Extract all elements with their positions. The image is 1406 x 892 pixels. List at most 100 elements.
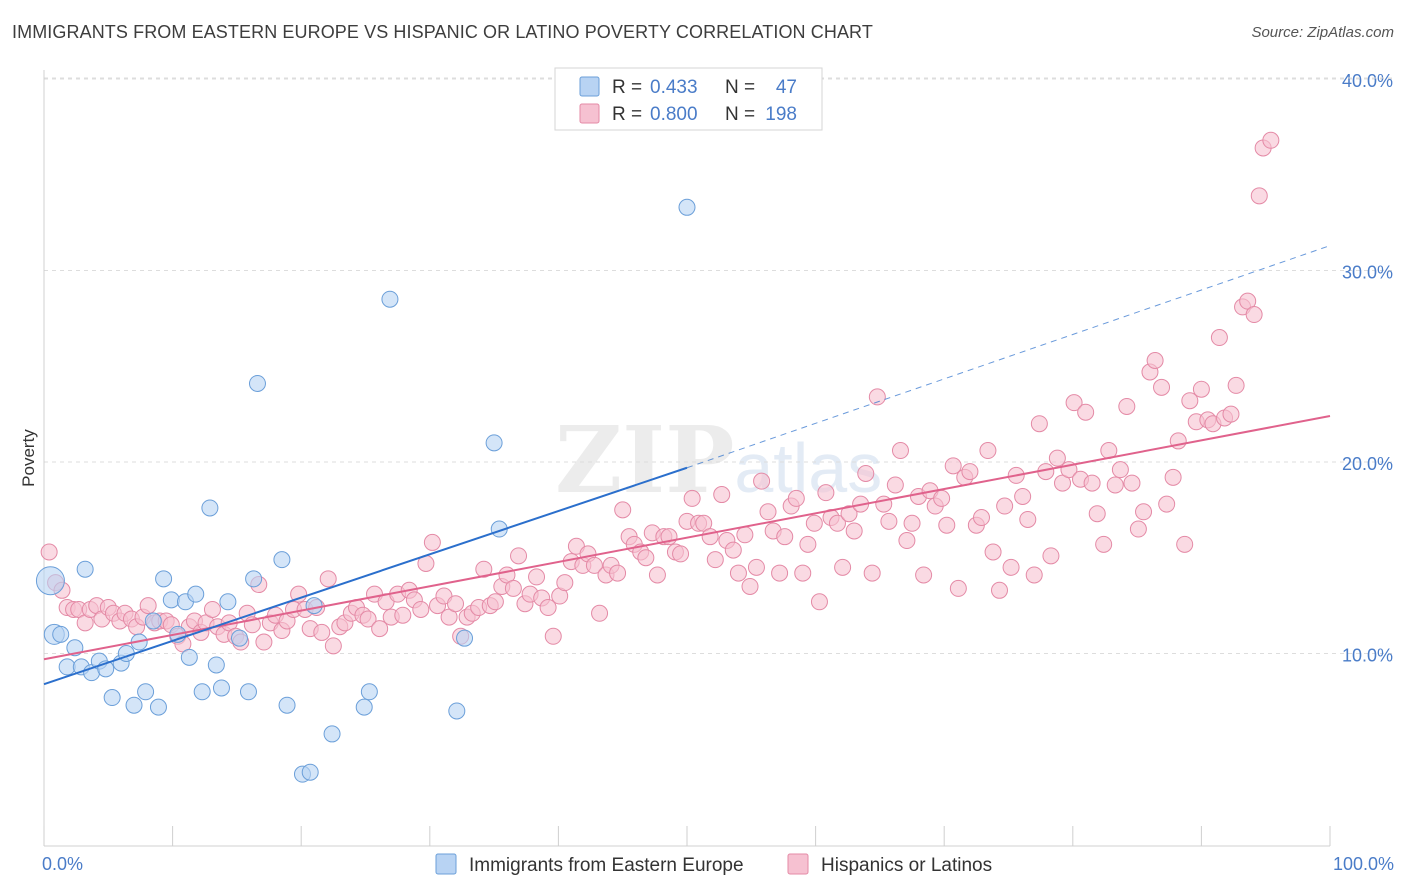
- hispanic-point: [990, 581, 1008, 599]
- hispanic-point: [1164, 468, 1182, 486]
- hispanic-point: [863, 564, 881, 582]
- hispanic-point: [1192, 380, 1210, 398]
- hispanic-point: [255, 633, 273, 651]
- hispanic-point: [544, 627, 562, 645]
- hispanic-point: [683, 489, 701, 507]
- hispanic-point: [984, 543, 1002, 561]
- hispanic-point: [637, 549, 655, 567]
- hispanic-point: [1025, 566, 1043, 584]
- hispanic-point: [486, 593, 504, 611]
- hispanic-point: [447, 595, 465, 613]
- hispanic-point: [886, 476, 904, 494]
- eastern-europe-point: [155, 570, 173, 588]
- hispanic-point: [701, 528, 719, 546]
- hispanic-point: [614, 501, 632, 519]
- legend-r-value: 0.433: [650, 77, 698, 98]
- eastern-europe-point: [355, 698, 373, 716]
- hispanic-point: [1118, 397, 1136, 415]
- legend-n-label: N =: [725, 104, 755, 125]
- hispanic-point: [868, 388, 886, 406]
- hispanic-point: [776, 528, 794, 546]
- legend-r-label: R =: [612, 77, 642, 98]
- hispanic-point: [672, 545, 690, 563]
- eastern-europe-point: [305, 597, 323, 615]
- eastern-europe-point: [144, 612, 162, 630]
- eastern-europe-point: [381, 290, 399, 308]
- hispanic-point: [787, 489, 805, 507]
- hispanic-point: [1123, 474, 1141, 492]
- legend-r-value: 0.800: [650, 104, 698, 125]
- hispanic-point: [1210, 329, 1228, 347]
- hispanic-point: [828, 514, 846, 532]
- y-tick-label: 40.0%: [1342, 71, 1393, 91]
- hispanic-point: [475, 560, 493, 578]
- legend-swatch-0: [579, 76, 600, 97]
- eastern-europe-point: [103, 689, 121, 707]
- hispanic-point: [1002, 558, 1020, 576]
- hispanic-point: [810, 593, 828, 611]
- hispanic-point: [840, 505, 858, 523]
- legend-r-label: R =: [612, 104, 642, 125]
- y-tick-label: 10.0%: [1342, 646, 1393, 666]
- hispanic-point: [845, 522, 863, 540]
- hispanic-point: [933, 489, 951, 507]
- y-axis-label: Poverty: [19, 429, 38, 487]
- hispanic-point: [771, 564, 789, 582]
- hispanic-point: [1014, 487, 1032, 505]
- eastern-europe-point: [207, 656, 225, 674]
- eastern-europe-point: [245, 570, 263, 588]
- hispanic-point: [313, 623, 331, 641]
- source-label: Source: ZipAtlas.com: [1251, 24, 1394, 41]
- eastern-europe-point: [149, 698, 167, 716]
- hispanic-point: [1250, 187, 1268, 205]
- hispanic-point: [1083, 474, 1101, 492]
- hispanic-point: [319, 570, 337, 588]
- hispanic-point: [1065, 394, 1083, 412]
- x-tick-label-max: 100.0%: [1333, 854, 1394, 874]
- hispanic-point: [648, 566, 666, 584]
- hispanic-point: [324, 637, 342, 655]
- hispanic-point: [1153, 378, 1171, 396]
- eastern-europe-point: [162, 591, 180, 609]
- eastern-europe-point: [239, 683, 257, 701]
- hispanic-point: [857, 464, 875, 482]
- hispanic-point: [1088, 505, 1106, 523]
- hispanic-point: [1146, 352, 1164, 370]
- eastern-europe-point: [301, 763, 319, 781]
- eastern-europe-point: [201, 499, 219, 517]
- hispanic-point: [528, 568, 546, 586]
- hispanic-point: [880, 512, 898, 530]
- x-tick-label-min: 0.0%: [42, 854, 83, 874]
- hispanic-point: [1095, 535, 1113, 553]
- hispanic-point: [1077, 403, 1095, 421]
- hispanic-point: [203, 600, 221, 618]
- eastern-europe-point: [125, 696, 143, 714]
- series-legend-swatch-0: [435, 853, 457, 875]
- hispanic-point: [504, 579, 522, 597]
- hispanic-point: [794, 564, 812, 582]
- hispanic-point: [891, 442, 909, 460]
- hispanic-trendline: [43, 415, 1331, 661]
- hispanic-point: [724, 541, 742, 559]
- hispanic-point: [394, 606, 412, 624]
- chart-title: IMMIGRANTS FROM EASTERN EUROPE VS HISPAN…: [12, 22, 873, 42]
- eastern-europe-point: [137, 683, 155, 701]
- hispanic-point: [1176, 535, 1194, 553]
- hispanic-point: [949, 579, 967, 597]
- hispanic-point: [1019, 510, 1037, 528]
- hispanic-point: [961, 463, 979, 481]
- hispanic-point: [1227, 376, 1245, 394]
- hispanic-point: [1245, 306, 1263, 324]
- legend-n-label: N =: [725, 77, 755, 98]
- eastern-europe-point: [187, 585, 205, 603]
- eastern-europe-point: [323, 725, 341, 743]
- hispanic-point: [371, 620, 389, 638]
- legend-swatch-1: [579, 103, 600, 124]
- eastern-europe-point: [273, 551, 291, 569]
- hispanic-point: [510, 547, 528, 565]
- eastern-europe-point: [360, 683, 378, 701]
- series-legend-label: Hispanics or Latinos: [821, 855, 992, 876]
- hispanic-point: [1222, 405, 1240, 423]
- hispanic-point: [817, 484, 835, 502]
- eastern-europe-point: [485, 434, 503, 452]
